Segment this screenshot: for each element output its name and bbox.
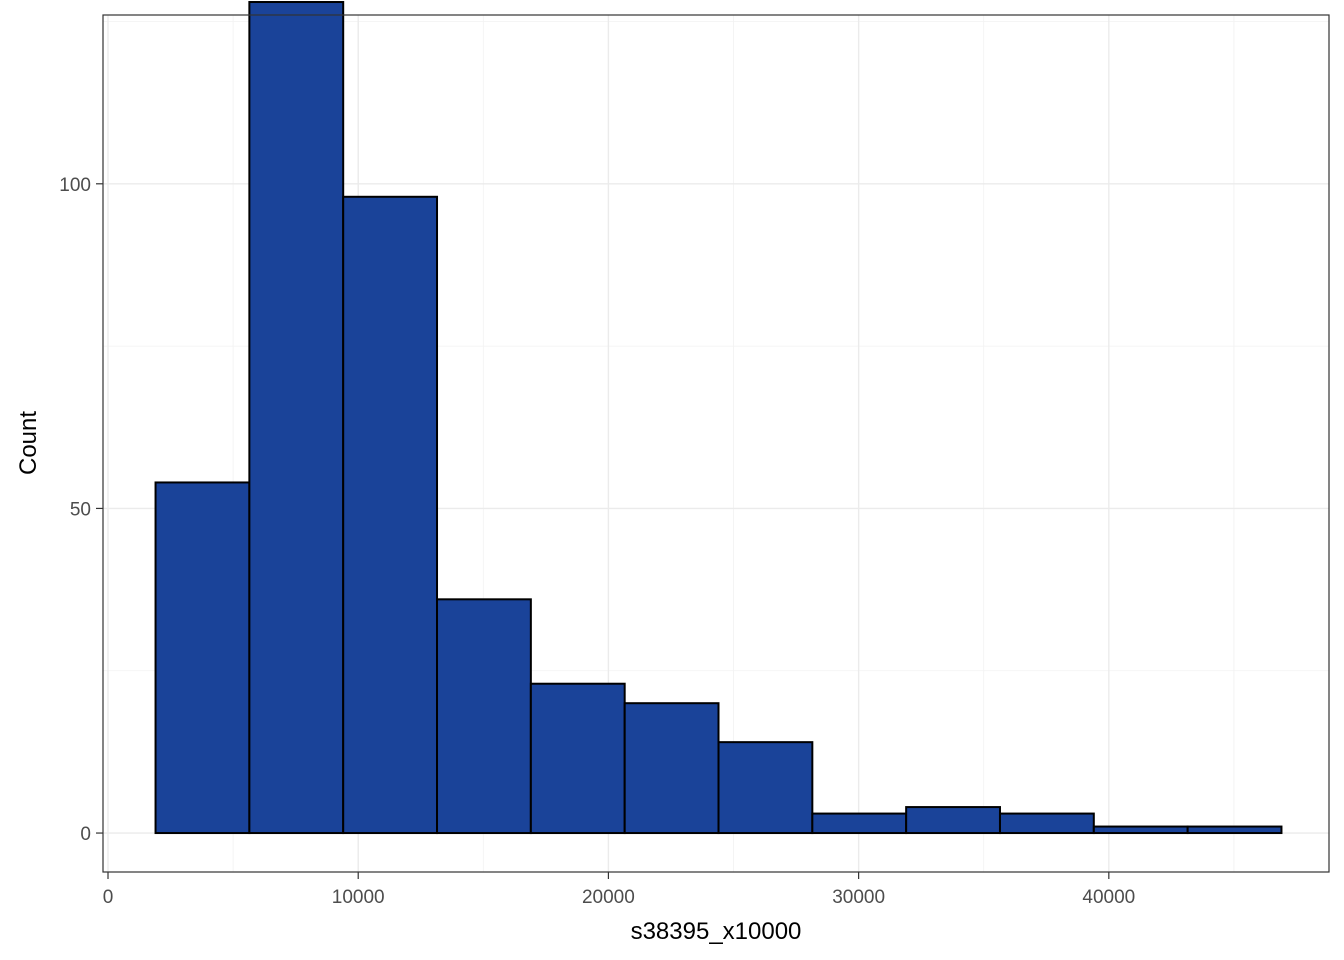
histogram-bar xyxy=(717,741,814,835)
histogram-bar xyxy=(905,806,1001,835)
plot-panel xyxy=(102,1,1330,873)
x-tick-label: 40000 xyxy=(1082,887,1135,908)
x-axis-title: s38395_x10000 xyxy=(631,918,802,945)
histogram-bar xyxy=(811,812,908,835)
histogram-bar xyxy=(342,195,439,835)
histogram-bar xyxy=(529,682,626,835)
y-axis: 0 50 100 xyxy=(59,175,103,845)
histogram-bar xyxy=(248,1,345,835)
histogram-bar xyxy=(154,481,251,835)
panel-border xyxy=(102,14,1330,873)
y-tick-label: 50 xyxy=(70,499,91,520)
histogram-bars xyxy=(154,1,1283,835)
x-tick-label: 20000 xyxy=(582,887,635,908)
y-axis-title: Count xyxy=(15,411,42,475)
x-axis: 0 10000 20000 30000 40000 xyxy=(103,872,1135,908)
histogram-bar xyxy=(436,598,532,835)
histogram-bar xyxy=(1092,825,1189,835)
x-tick-label: 10000 xyxy=(332,887,385,908)
histogram-bar xyxy=(1186,825,1283,835)
y-tick-label: 100 xyxy=(59,175,91,196)
histogram-bar xyxy=(623,702,720,835)
histogram-bar xyxy=(998,812,1095,835)
x-tick-label: 0 xyxy=(103,887,114,908)
x-tick-label: 30000 xyxy=(832,887,885,908)
y-tick-label: 0 xyxy=(80,824,91,845)
